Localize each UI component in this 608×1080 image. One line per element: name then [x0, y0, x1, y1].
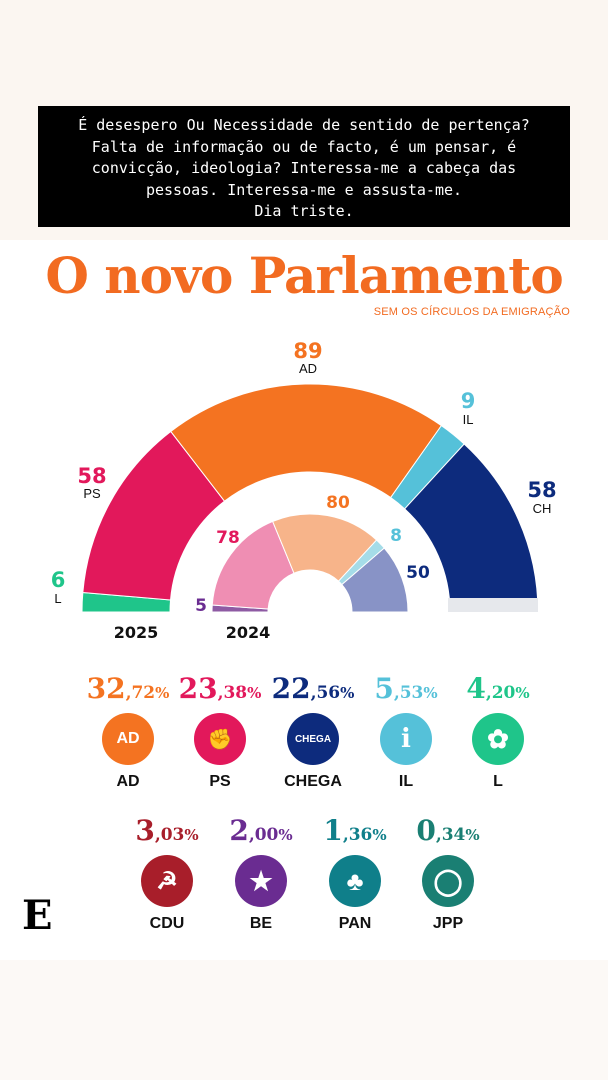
parliament-chart: 89 AD 9 IL 58 PS 58 CH 6 L 80 78 8 50 5 … [51, 339, 557, 642]
party-chega: 22,56% CHEGA CHEGA [263, 672, 363, 791]
percentage-be: 2,00% [229, 814, 293, 847]
pan-tree-icon: ♣ [329, 855, 381, 907]
percentage-l: 4,20% [466, 672, 530, 705]
party-il: 5,53% i IL [356, 672, 456, 791]
label-inner-small: 5 [195, 596, 207, 616]
party-jpp: 0,34% ◯ JPP [398, 814, 498, 933]
cdu-hammer-sickle-icon: ☭ [141, 855, 193, 907]
party-name-ps: PS [209, 773, 231, 790]
party-name-jpp: JPP [432, 915, 464, 932]
label-ad-name: AD [299, 361, 317, 376]
party-name-pan: PAN [338, 915, 372, 932]
percentage-ps: 23,38% [178, 672, 262, 705]
percentage-pan: 1,36% [323, 814, 387, 847]
party-name-chega: CHEGA [284, 773, 342, 790]
chega-logo-icon: CHEGA [287, 713, 339, 765]
label-ps-value: 58 [77, 464, 106, 488]
label-ch-name: CH [533, 501, 552, 516]
il-logo-icon: i [380, 713, 432, 765]
seat-segment-2025-ad [170, 383, 443, 502]
party-pan: 1,36% ♣ PAN [305, 814, 405, 933]
label-l-name: L [54, 591, 61, 606]
percentage-jpp: 0,34% [416, 814, 480, 847]
percentage-cdu: 3,03% [135, 814, 199, 847]
seat-segment-2024 [272, 513, 378, 582]
bottom-background [0, 960, 608, 1080]
label-inner-ps: 78 [216, 528, 240, 548]
caption-line: convicção, ideologia? Interessa-me a cab… [91, 159, 517, 177]
party-cdu: 3,03% ☭ CDU [117, 814, 217, 933]
party-name-il: IL [398, 773, 414, 790]
caption-line: pessoas. Interessa-me e assusta-me. [145, 180, 463, 199]
caption-line: Dia triste. [254, 202, 354, 220]
label-l-value: 6 [51, 568, 66, 592]
label-inner-il: 8 [390, 526, 402, 546]
jpp-logo-icon: ◯ [422, 855, 474, 907]
label-il-name: IL [463, 412, 474, 427]
caption-line: Falta de informação ou de facto, é um pe… [91, 137, 517, 156]
percentage-chega: 22,56% [271, 672, 355, 705]
label-inner-ch: 50 [406, 563, 430, 583]
caption-line: É desespero Ou Necessidade de sentido de… [78, 116, 530, 134]
party-name-l: L [493, 773, 503, 790]
subtitle: SEM OS CÍRCULOS DA EMIGRAÇÃO [373, 306, 570, 318]
ad-logo-icon: AD [102, 713, 154, 765]
party-l: 4,20% ✿ L [448, 672, 548, 791]
label-il-value: 9 [461, 389, 476, 413]
outer-ring-gap [448, 598, 538, 612]
percentage-ad: 32,72% [86, 672, 170, 705]
label-year-2025: 2025 [114, 623, 159, 642]
party-be: 2,00% ★ BE [211, 814, 311, 933]
brand-logo-e: E [22, 892, 53, 939]
livre-poppy-icon: ✿ [472, 713, 524, 765]
party-name-be: BE [249, 915, 273, 932]
party-name-cdu: CDU [149, 915, 185, 932]
seat-segment-2024 [341, 547, 409, 613]
label-ch-value: 58 [527, 478, 556, 502]
be-star-person-icon: ★ [235, 855, 287, 907]
page-title: O novo Parlamento [45, 246, 563, 305]
party-ps: 23,38% ✊ PS [170, 672, 270, 791]
ps-fist-rose-icon: ✊ [194, 713, 246, 765]
label-ad-value: 89 [293, 339, 322, 363]
label-year-2024: 2024 [226, 623, 271, 642]
party-ad: 32,72% AD AD [78, 672, 178, 791]
party-name-ad: AD [116, 773, 140, 790]
label-ps-name: PS [83, 486, 101, 501]
label-inner-ad: 80 [326, 493, 350, 513]
seat-segment-2024 [211, 520, 295, 610]
percentage-il: 5,53% [374, 672, 438, 705]
story-caption: É desespero Ou Necessidade de sentido de… [38, 106, 570, 227]
